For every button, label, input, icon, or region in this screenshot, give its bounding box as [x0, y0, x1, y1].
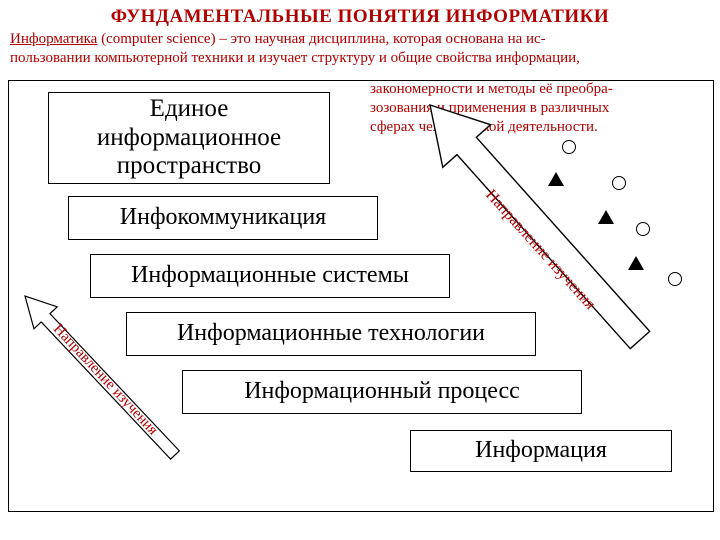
- step-box-5: Информация: [410, 430, 672, 472]
- step-box-3: Информационные технологии: [126, 312, 536, 356]
- intro-rest1: – это научная дисциплина, которая основа…: [216, 31, 546, 47]
- step-box-4: Информационный процесс: [182, 370, 582, 414]
- deco-triangle-2: [628, 256, 644, 270]
- intro-term: Информатика: [10, 31, 97, 47]
- page-title: ФУНДАМЕНТАЛЬНЫЕ ПОНЯТИЯ ИНФОРМАТИКИ: [0, 0, 720, 28]
- deco-circle-1: [612, 176, 626, 190]
- intro-paren: (computer science): [101, 31, 216, 47]
- deco-triangle-0: [548, 172, 564, 186]
- step-box-0: Единоеинформационноепространство: [48, 92, 330, 184]
- step-box-1: Инфокоммуникация: [68, 196, 378, 240]
- deco-circle-2: [636, 222, 650, 236]
- deco-circle-3: [668, 272, 682, 286]
- deco-triangle-1: [598, 210, 614, 224]
- step-box-2: Информационные системы: [90, 254, 450, 298]
- deco-circle-0: [562, 140, 576, 154]
- intro-rest2: пользовании компьютерной техники и изуча…: [10, 50, 580, 66]
- intro-paragraph: Информатика (computer science) – это нау…: [0, 28, 720, 68]
